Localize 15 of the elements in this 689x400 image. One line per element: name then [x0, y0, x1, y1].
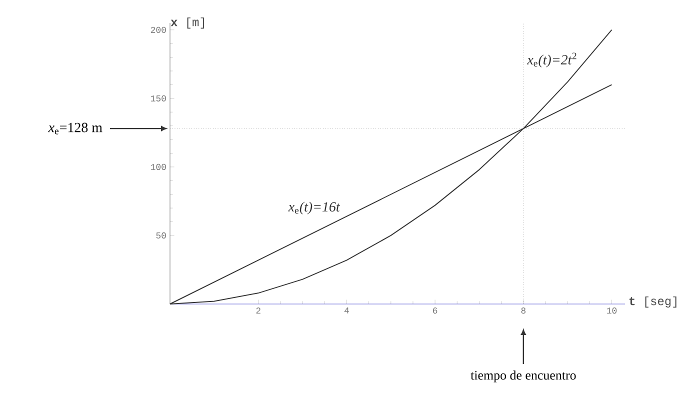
- x-tick-label: 8: [521, 308, 526, 314]
- x-axis-title: t [seg]: [629, 296, 676, 308]
- series-label: x$_{e}$(t)=16t: [288, 202, 340, 214]
- text: tiempo de encuentro: [470, 370, 576, 382]
- ref-line-label: x$_{e}$=128 m: [48, 122, 102, 134]
- x-tick-label: 4: [344, 308, 349, 314]
- x-tick-label: 2: [256, 308, 260, 314]
- y-tick-label: 150: [150, 95, 166, 102]
- y-tick-label: 100: [150, 164, 166, 170]
- x-tick-label: 6: [433, 308, 438, 314]
- x-tick-label: 10: [607, 308, 617, 314]
- y-tick-label: 50: [156, 232, 166, 239]
- y-tick-label: 200: [150, 26, 166, 33]
- series-label: x$_{e}$(t)=2t$^{2}$: [527, 52, 576, 68]
- y-axis-title: x [m]: [170, 17, 204, 29]
